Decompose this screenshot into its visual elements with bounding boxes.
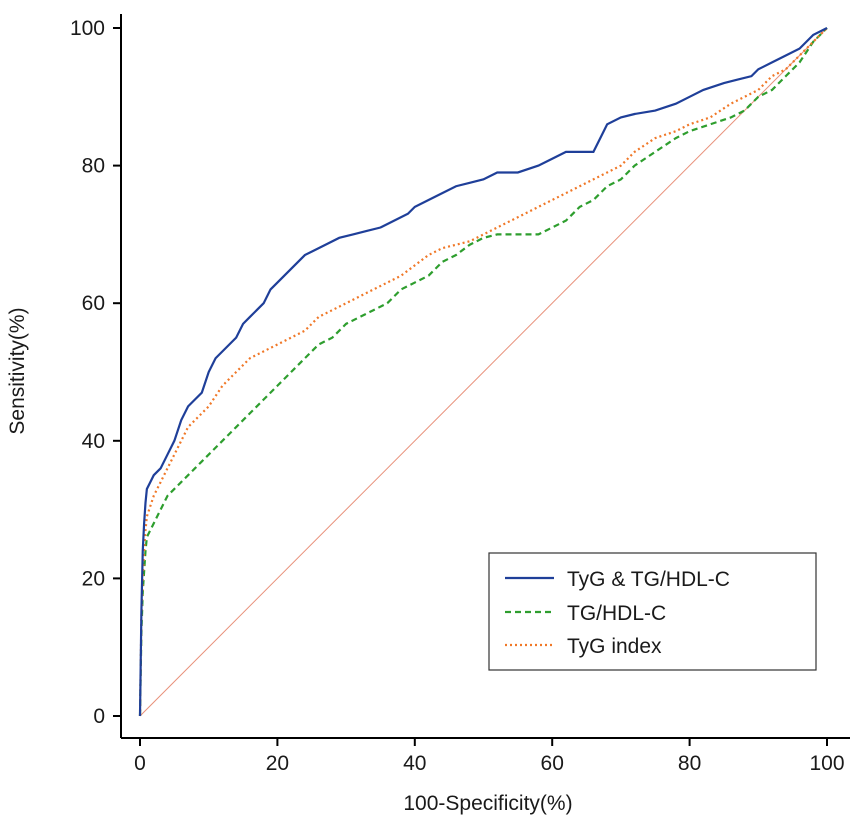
x-axis-title: 100-Specificity(%): [403, 792, 572, 815]
legend-label-tghdl: TG/HDL-C: [567, 602, 666, 625]
series-layer: [138, 27, 828, 717]
legend: TyG & TG/HDL-C TG/HDL-C TyG index: [488, 552, 817, 671]
y-axis-title: Sensitivity(%): [6, 307, 29, 434]
tick-marks: 0 20 40 60 80 100 0 20 40 60 80 100: [70, 17, 845, 775]
y-tick-label: 40: [82, 430, 105, 453]
y-tick-label: 60: [82, 292, 105, 315]
y-tick-label: 20: [82, 567, 105, 590]
x-tick-label: 100: [809, 752, 844, 775]
x-tick-label: 0: [134, 752, 146, 775]
legend-box: [488, 552, 817, 671]
reference-layer: [139, 27, 828, 717]
y-tick-label: 80: [82, 155, 105, 178]
x-tick-label: 80: [678, 752, 701, 775]
reference-diagonal-line: [139, 27, 828, 717]
y-tick-label: 100: [70, 17, 105, 40]
x-tick-label: 60: [541, 752, 564, 775]
x-tick-label: 20: [266, 752, 289, 775]
series-line-tyg-index: [138, 27, 828, 717]
legend-label-tyg-tghdl: TyG & TG/HDL-C: [567, 568, 730, 591]
y-tick-label: 0: [93, 705, 105, 728]
x-tick-label: 40: [403, 752, 426, 775]
legend-label-tyg-index: TyG index: [567, 635, 662, 658]
series-line-tyg-tghdl: [138, 27, 828, 717]
